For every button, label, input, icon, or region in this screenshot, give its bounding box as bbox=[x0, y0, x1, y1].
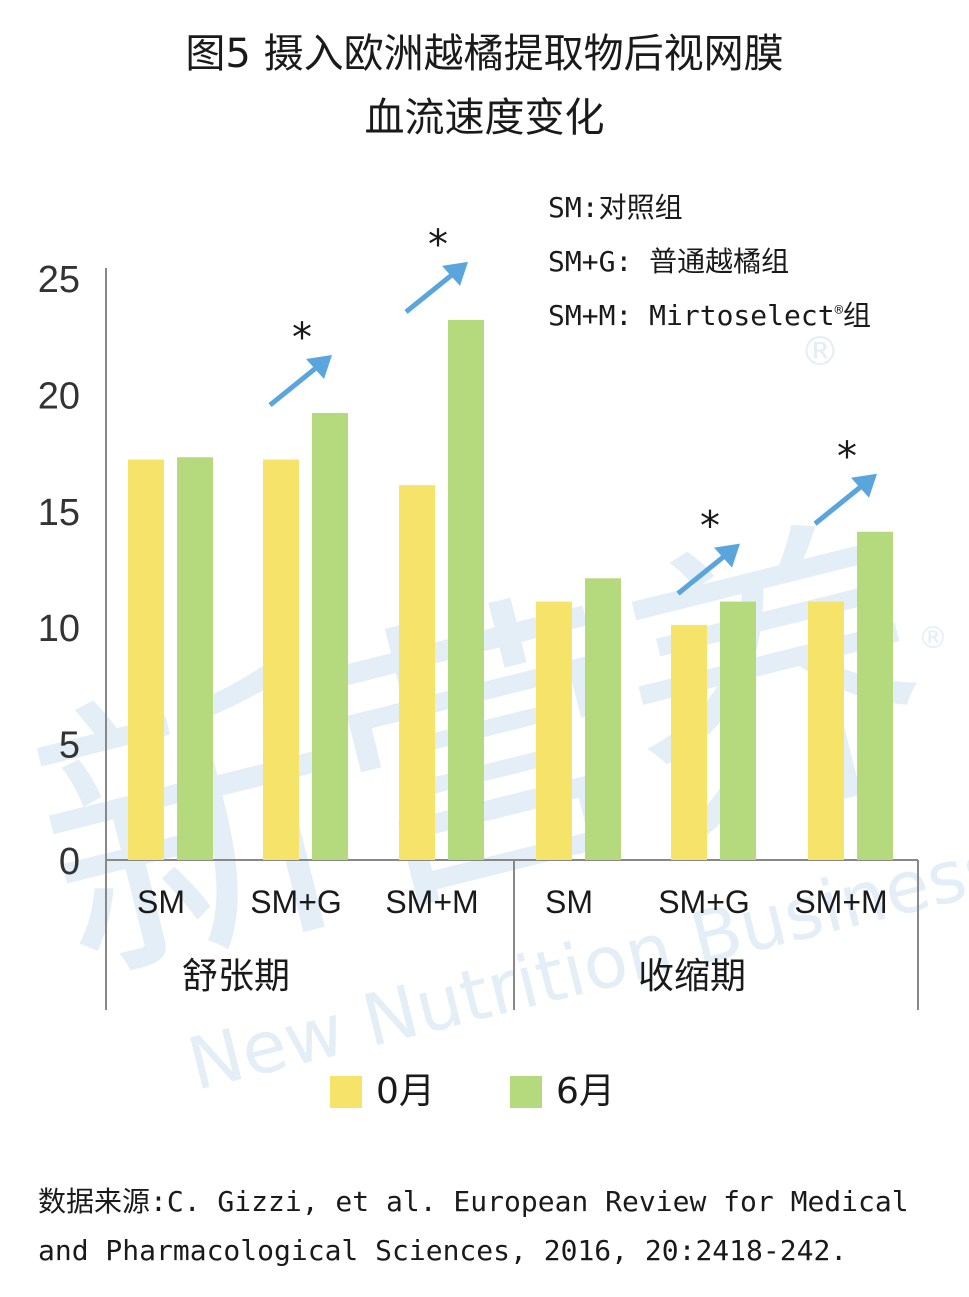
bar-0m-2 bbox=[399, 485, 435, 860]
significance-arrow-shaft bbox=[813, 479, 869, 526]
bar-chart: 0 5 10 15 20 25 SM SM+G SM+M SM SM+G SM+M 舒张期 收缩期 * * * * bbox=[38, 222, 919, 1010]
note-smm: SM+M: Mirtoselect®组 bbox=[548, 294, 871, 334]
y-tick-label: 15 bbox=[38, 492, 80, 534]
significance-arrow-shaft bbox=[676, 549, 732, 596]
legend: 0月 6月 bbox=[0, 1068, 969, 1118]
significance-arrowhead bbox=[851, 473, 877, 498]
bar-6m-5 bbox=[857, 531, 893, 860]
significance-marker: * bbox=[837, 434, 857, 480]
bar-6m-1 bbox=[312, 413, 348, 860]
note-smm-prefix: SM+M: Mirtoselect bbox=[548, 299, 835, 332]
bar-0m-1 bbox=[263, 459, 299, 860]
y-tick-label: 20 bbox=[38, 375, 80, 417]
significance-marker: * bbox=[428, 222, 448, 268]
significance-arrow-shaft bbox=[268, 361, 324, 407]
source-line2: and Pharmacological Sciences, 2016, 20:2… bbox=[38, 1234, 848, 1267]
category-label: SM bbox=[545, 884, 593, 920]
category-label: SM+M bbox=[385, 884, 478, 920]
significance-arrow-shaft bbox=[404, 267, 460, 314]
bar-6m-0 bbox=[177, 457, 213, 860]
note-smm-suffix: 组 bbox=[843, 299, 872, 332]
bar-6m-2 bbox=[448, 319, 484, 860]
significance-marker: * bbox=[700, 504, 720, 550]
group-label: 收缩期 bbox=[638, 956, 746, 997]
category-label: SM+M bbox=[794, 884, 887, 920]
chart-title-line2: 血流速度变化 bbox=[364, 95, 605, 141]
bar-0m-5 bbox=[808, 601, 844, 860]
significance-arrowhead bbox=[306, 355, 332, 380]
legend-label-6m: 6月 bbox=[556, 1071, 615, 1112]
note-sm: SM:对照组 bbox=[548, 191, 683, 224]
legend-swatch-0m bbox=[330, 1076, 362, 1108]
category-label: SM+G bbox=[250, 884, 342, 920]
source-line1: 数据来源:C. Gizzi, et al. European Review fo… bbox=[38, 1185, 909, 1218]
y-tick-label: 10 bbox=[38, 608, 80, 650]
y-tick-label: 5 bbox=[59, 725, 80, 767]
bar-0m-0 bbox=[128, 459, 164, 860]
note-smm-sup: ® bbox=[834, 302, 844, 319]
legend-swatch-6m bbox=[510, 1076, 542, 1108]
y-tick-label: 25 bbox=[38, 259, 80, 301]
bar-6m-3 bbox=[585, 578, 621, 860]
bar-6m-4 bbox=[720, 601, 756, 860]
note-smg: SM+G: 普通越橘组 bbox=[548, 245, 790, 278]
bar-0m-4 bbox=[671, 624, 707, 860]
chart-title-line1: 图5 摄入欧洲越橘提取物后视网膜 bbox=[185, 31, 784, 77]
group-label: 舒张期 bbox=[182, 956, 290, 997]
legend-label-0m: 0月 bbox=[376, 1071, 435, 1112]
category-label: SM bbox=[137, 884, 185, 920]
y-tick-label: 0 bbox=[59, 841, 80, 883]
significance-marker: * bbox=[292, 315, 312, 361]
bar-0m-3 bbox=[536, 601, 572, 860]
category-label: SM+G bbox=[658, 884, 750, 920]
significance-arrowhead bbox=[714, 543, 740, 568]
significance-arrowhead bbox=[442, 261, 468, 286]
